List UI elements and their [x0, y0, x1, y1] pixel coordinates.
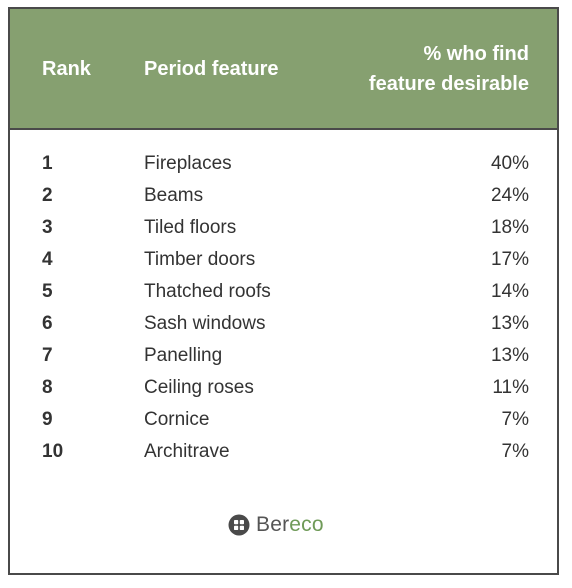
logo-wordmark-eco: eco	[289, 513, 324, 536]
row-rank: 8	[42, 377, 53, 398]
row-percent: 7%	[501, 409, 529, 430]
row-rank: 2	[42, 185, 53, 206]
row-percent: 17%	[490, 249, 529, 270]
logo-wordmark-ber: Ber	[256, 513, 290, 536]
row-rank: 4	[42, 249, 53, 270]
row-feature: Sash windows	[144, 313, 266, 334]
table-frame: Rank Period feature % who find feature d…	[8, 7, 559, 575]
table-row: 3 Tiled floors 18%	[10, 212, 557, 244]
row-feature: Fireplaces	[144, 153, 232, 174]
row-percent: 13%	[490, 345, 529, 366]
row-feature: Cornice	[144, 409, 210, 430]
row-percent: 14%	[490, 281, 529, 302]
table-row: 9 Cornice 7%	[10, 404, 557, 436]
table-header: Rank Period feature % who find feature d…	[10, 9, 557, 130]
row-percent: 24%	[490, 185, 529, 206]
table-body: 1 Fireplaces 40% 2 Beams 24% 3 Tiled floors 18% 4…	[10, 148, 557, 468]
row-rank: 7	[42, 345, 53, 366]
window-icon	[228, 514, 250, 536]
row-feature: Beams	[144, 185, 204, 206]
row-rank: 1	[42, 153, 53, 174]
table-row: 6 Sash windows 13%	[10, 308, 557, 340]
row-feature: Tiled floors	[144, 217, 237, 238]
row-feature: Timber doors	[144, 249, 256, 270]
row-percent: 11%	[492, 377, 529, 398]
table-row: 8 Ceiling roses 11%	[10, 372, 557, 404]
row-percent: 7%	[501, 441, 529, 462]
table-row: 10 Architrave 7%	[10, 436, 557, 468]
row-rank: 3	[42, 217, 53, 238]
logo-wordmark: Bereco	[256, 513, 324, 537]
row-rank: 9	[42, 409, 53, 430]
row-percent: 40%	[490, 153, 529, 174]
header-percent-line1: % who find	[423, 43, 529, 65]
row-feature: Thatched roofs	[144, 281, 271, 302]
row-percent: 13%	[490, 313, 529, 334]
bereco-logo: Bereco	[228, 510, 324, 540]
row-feature: Ceiling roses	[144, 377, 254, 398]
header-rank: Rank	[42, 58, 91, 80]
table-row: 4 Timber doors 17%	[10, 244, 557, 276]
header-feature: Period feature	[144, 58, 279, 80]
header-percent: % who find feature desirable	[369, 39, 529, 99]
table-row: 5 Thatched roofs 14%	[10, 276, 557, 308]
row-feature: Architrave	[144, 441, 230, 462]
table-row: 7 Panelling 13%	[10, 340, 557, 372]
row-rank: 6	[42, 313, 53, 334]
row-rank: 5	[42, 281, 53, 302]
row-percent: 18%	[490, 217, 529, 238]
header-percent-line2: feature desirable	[368, 73, 529, 95]
table-row: 1 Fireplaces 40%	[10, 148, 557, 180]
row-feature: Panelling	[144, 345, 223, 366]
row-rank: 10	[42, 441, 64, 462]
table-row: 2 Beams 24%	[10, 180, 557, 212]
